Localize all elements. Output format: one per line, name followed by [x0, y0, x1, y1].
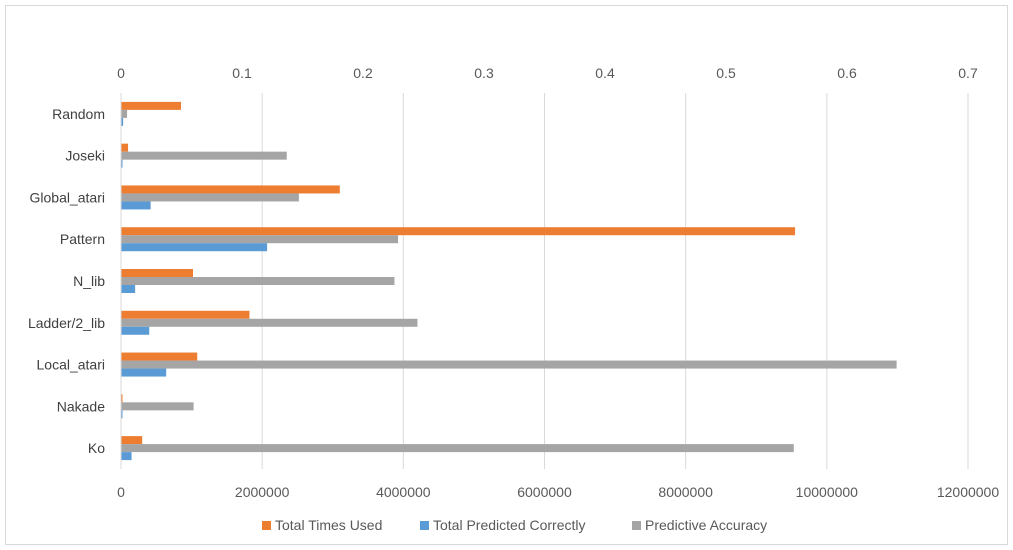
secondary-axis-tick-label: 0.7 [958, 65, 978, 81]
bar [121, 402, 194, 411]
bar [121, 436, 143, 445]
bar [121, 269, 193, 277]
bar [121, 227, 796, 236]
bar [121, 352, 198, 361]
primary-axis-tick-label: 4000000 [376, 484, 431, 500]
secondary-axis-tick-label: 0.3 [474, 65, 494, 81]
bar [121, 326, 150, 335]
bar [121, 235, 399, 244]
secondary-axis-tick-label: 0.6 [837, 65, 857, 81]
primary-axis-tick-label: 8000000 [658, 484, 713, 500]
legend-swatch [420, 521, 429, 530]
bar [121, 368, 167, 377]
bar [121, 109, 128, 118]
category-label: Ko [88, 440, 105, 456]
category-label: Random [52, 106, 105, 122]
category-label: Joseki [65, 148, 105, 164]
secondary-axis-tick-label: 0 [117, 65, 125, 81]
bar [121, 117, 124, 126]
primary-axis-tick-label: 6000000 [517, 484, 572, 500]
bar [121, 360, 897, 369]
category-label: Local_atari [37, 357, 106, 373]
secondary-axis-tick-label: 0.4 [595, 65, 615, 81]
bar [121, 285, 136, 293]
secondary-axis-tick-label: 0.1 [232, 65, 252, 81]
bar [121, 277, 395, 285]
bar [121, 185, 340, 194]
legend-swatch [632, 521, 641, 530]
category-label: Pattern [60, 231, 105, 247]
primary-axis-tick-label: 2000000 [235, 484, 290, 500]
bar [121, 410, 123, 419]
primary-axis-tick-label: 0 [117, 484, 125, 500]
category-label: Ladder/2_lib [28, 315, 105, 331]
bar [121, 444, 794, 453]
legend-label: Total Times Used [275, 517, 382, 533]
legend-label: Total Predicted Correctly [433, 517, 586, 533]
bar [121, 151, 287, 160]
bar [121, 243, 268, 252]
bar [121, 193, 299, 202]
bar [121, 159, 123, 168]
bar [121, 452, 132, 461]
bar [121, 143, 129, 152]
bar [121, 201, 151, 210]
bar [121, 318, 418, 327]
secondary-axis-tick-label: 0.2 [353, 65, 373, 81]
legend-swatch [262, 521, 271, 530]
primary-axis-tick-label: 10000000 [796, 484, 859, 500]
bar [121, 310, 250, 319]
bar [121, 101, 181, 110]
legend-label: Predictive Accuracy [645, 517, 767, 533]
category-label: Global_atari [30, 189, 106, 205]
primary-axis-tick-label: 12000000 [937, 484, 1000, 500]
category-label: Nakade [57, 398, 105, 414]
bar [121, 394, 123, 403]
secondary-axis-tick-label: 0.5 [716, 65, 736, 81]
category-label: N_lib [73, 273, 105, 289]
